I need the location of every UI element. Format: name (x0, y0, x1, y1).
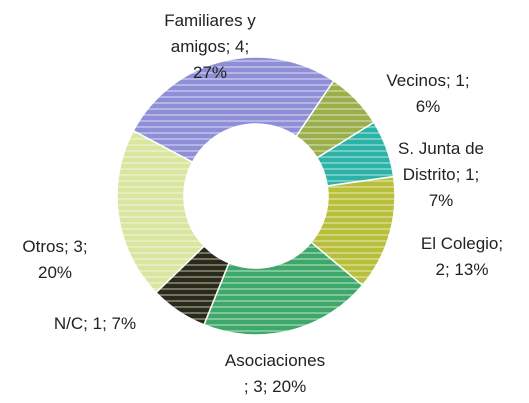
slice-texture (317, 122, 394, 186)
label-line: Otros; 3; (22, 237, 87, 256)
label-line: N/C; 1; 7% (54, 314, 136, 333)
slice-texture (156, 246, 230, 325)
slice-texture (133, 56, 334, 163)
label-line: S. Junta de (398, 139, 484, 158)
data-label: Asociaciones ; 3; 20% (225, 351, 325, 396)
slice-texture (116, 130, 205, 293)
label-line: Asociaciones (225, 351, 325, 370)
label-line: 27% (193, 63, 227, 82)
slice-texture (203, 242, 363, 335)
slice-texture (296, 80, 374, 158)
label-line: amigos; 4; (171, 37, 249, 56)
data-label: N/C; 1; 7% (54, 314, 136, 333)
label-line: Distrito; 1; (403, 165, 480, 184)
label-line: 20% (38, 263, 72, 282)
data-label: Vecinos; 1; 6% (386, 71, 469, 116)
label-line: 6% (416, 97, 441, 116)
label-line: 7% (429, 191, 454, 210)
data-label: El Colegio; 2; 13% (421, 234, 503, 279)
label-line: 2; 13% (436, 260, 489, 279)
label-line: ; 3; 20% (244, 377, 306, 396)
label-line: Vecinos; 1; (386, 71, 469, 90)
slice-texture (311, 176, 395, 286)
label-line: El Colegio; (421, 234, 503, 253)
data-label: S. Junta de Distrito; 1; 7% (398, 139, 484, 210)
label-line: Familiares y (164, 11, 256, 30)
data-label: Familiares y amigos; 4; 27% (164, 11, 256, 82)
data-label: Otros; 3; 20% (22, 237, 87, 282)
